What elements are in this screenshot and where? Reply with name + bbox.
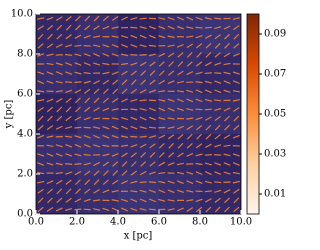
vector (65, 82, 72, 83)
x-tick-label: 4.0 (110, 217, 126, 228)
vector (149, 182, 156, 183)
vector (74, 82, 81, 83)
heat-cell (118, 14, 160, 55)
y-tick-label: 4.0 (17, 129, 33, 140)
heat-cell (159, 134, 201, 175)
y-tick-label: 6.0 (17, 89, 33, 100)
heat-cell (77, 134, 119, 175)
x-tick-label: 2.0 (69, 217, 85, 228)
vector (196, 27, 203, 28)
x-axis-label: x [pc] (124, 231, 153, 242)
x-tick-label: 10.0 (230, 217, 252, 228)
vector (140, 182, 147, 183)
x-tick-label: 8.0 (192, 217, 208, 228)
heat-cell (200, 174, 242, 215)
vector (205, 109, 212, 110)
vector (84, 154, 91, 155)
vector (140, 136, 147, 137)
vector (149, 100, 156, 101)
y-tick-label: 10.0 (11, 9, 33, 20)
colorbar-tick-label: 0.01 (264, 189, 286, 200)
vector (140, 18, 147, 19)
vector (205, 73, 212, 74)
x-tick-label: 6.0 (151, 217, 167, 228)
vector (214, 73, 221, 74)
heat-cell (159, 174, 201, 215)
vector (140, 100, 147, 101)
colorbar-tick-label: 0.07 (264, 69, 286, 80)
vector (130, 27, 137, 28)
vector (74, 164, 81, 165)
vector (74, 45, 81, 46)
vector (65, 54, 72, 55)
colorbar-tick-label: 0.05 (264, 109, 286, 120)
heat-cell (118, 54, 160, 95)
vector (205, 191, 212, 192)
vector (205, 155, 212, 156)
colorbar-tick-label: 0.09 (264, 29, 286, 40)
colorbar-tick-label: 0.03 (264, 149, 286, 160)
vector (84, 209, 91, 210)
vector (214, 100, 221, 101)
field (36, 14, 242, 215)
heat-cell (118, 174, 160, 215)
colorbar (247, 14, 259, 214)
heat-cell (159, 14, 201, 55)
vector (214, 182, 221, 183)
y-tick-label: 2.0 (17, 169, 33, 180)
heat-cell (200, 54, 242, 95)
vector (140, 55, 147, 56)
vector (149, 127, 156, 128)
vector (74, 127, 81, 128)
vector (130, 55, 137, 56)
vector (214, 155, 221, 156)
vector (74, 209, 81, 210)
y-tick-label: 0.0 (17, 209, 33, 220)
vector (84, 127, 91, 128)
y-tick-label: 8.0 (17, 49, 33, 60)
vector (205, 27, 212, 28)
y-axis-label: y [pc] (4, 100, 15, 130)
vector (149, 209, 156, 210)
